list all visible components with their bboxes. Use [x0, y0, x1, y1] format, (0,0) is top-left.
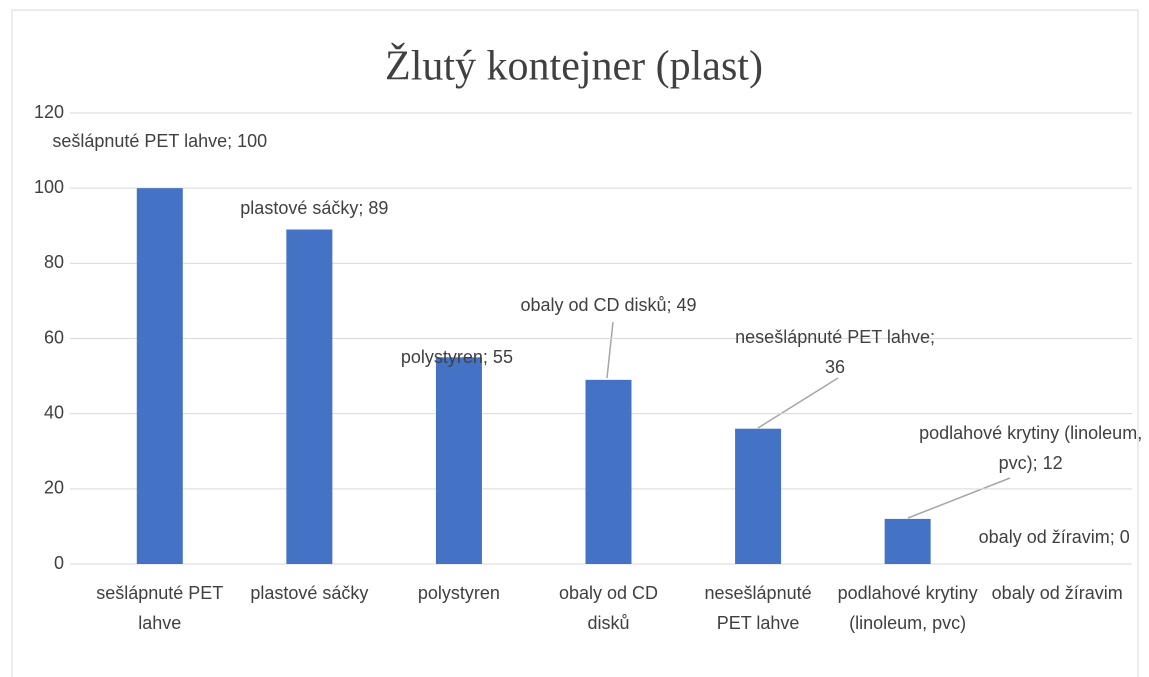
x-tick-label: sešlápnuté PET lahve: [96, 583, 224, 633]
y-tick-label: 120: [34, 102, 64, 122]
bar: [435, 357, 482, 564]
x-tick-label: plastové sáčky: [250, 583, 369, 603]
x-tick-label: obaly od CD disků: [558, 583, 659, 633]
data-label: podlahové krytiny (linoleum, pvc); 12: [919, 423, 1143, 473]
bar: [585, 379, 632, 564]
y-tick-label: 0: [54, 553, 64, 573]
leader-line: [907, 477, 1011, 519]
chart-border: [11, 9, 1139, 677]
x-tick-label: obaly od žíravim: [991, 583, 1123, 603]
data-label: nesešlápnuté PET lahve; 36: [735, 327, 935, 377]
y-tick-label: 80: [44, 252, 64, 272]
x-tick-label: polystyren: [417, 583, 500, 603]
data-label: plastové sáčky; 89: [240, 198, 389, 218]
y-tick-label: 20: [44, 478, 64, 498]
leader-line: [757, 377, 839, 429]
x-tick-label: podlahové krytiny (linoleum, pvc): [837, 583, 978, 633]
chart-title: Žlutý kontejner (plast): [385, 43, 763, 90]
bar: [286, 229, 333, 564]
bar: [884, 518, 931, 564]
leader-line: [606, 321, 614, 379]
y-tick-label: 40: [44, 402, 64, 422]
bar: [136, 188, 183, 564]
data-label: polystyren; 55: [400, 347, 513, 367]
data-label: obaly od žíravim; 0: [978, 527, 1130, 547]
y-tick-label: 100: [34, 177, 64, 197]
data-label: sešlápnuté PET lahve; 100: [52, 131, 268, 151]
y-tick-label: 60: [44, 327, 64, 347]
data-label: obaly od CD disků; 49: [520, 295, 697, 315]
bar: [735, 428, 782, 564]
x-tick-label: nesešlápnuté PET lahve: [704, 583, 812, 633]
